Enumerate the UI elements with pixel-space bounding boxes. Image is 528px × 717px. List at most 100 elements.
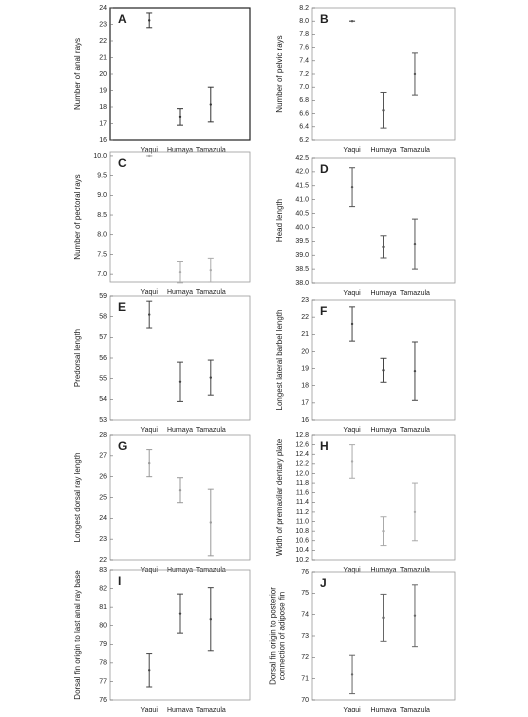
mean-point [413, 369, 417, 373]
y-tick-label: 79 [99, 641, 107, 648]
mean-point [382, 245, 385, 249]
mean-point [382, 616, 385, 620]
y-tick-label: 22 [99, 557, 107, 564]
y-tick-label: 75 [301, 590, 309, 597]
x-tick-label: Humaya [167, 427, 193, 434]
y-tick-label: 10.8 [295, 528, 309, 535]
mean-point [209, 103, 212, 106]
y-tick-label: 8.0 [299, 18, 309, 25]
y-tick-label: 8.2 [299, 5, 309, 12]
y-tick-label: 10.0 [93, 153, 107, 160]
x-tick-label: Tamazula [196, 147, 226, 154]
y-tick-label: 7.5 [97, 251, 107, 258]
y-tick-label: 11.0 [296, 518, 309, 525]
y-tick-label: 12.4 [295, 451, 309, 458]
mean-point [209, 521, 212, 524]
mean-point [413, 510, 417, 514]
mean-point [148, 313, 151, 316]
y-tick-label: 7.0 [299, 84, 309, 91]
mean-point [350, 185, 354, 189]
mean-point [178, 115, 182, 119]
y-tick-label: 74 [301, 612, 309, 619]
mean-point [178, 489, 182, 492]
x-tick-label: Tamazula [196, 427, 226, 434]
y-tick-label: 6.6 [299, 110, 309, 117]
plot-frame [311, 157, 456, 284]
y-tick-label: 55 [99, 376, 107, 383]
mean-point [209, 376, 212, 379]
panel-letter: I [118, 574, 121, 588]
y-axis-label: Dorsal fin origin to last anal ray base [73, 570, 82, 700]
y-tick-label: 12.0 [295, 470, 309, 477]
y-tick-label: 38.0 [295, 280, 309, 287]
y-axis-label: Width of premaxilar dentary plate [275, 438, 284, 556]
y-tick-label: 76 [99, 697, 107, 704]
x-tick-label: Yaqui [141, 707, 159, 712]
mean-point [382, 369, 385, 372]
x-tick-label: Yaqui [141, 147, 159, 154]
y-tick-label: 16 [99, 137, 107, 144]
x-tick-label: Humaya [370, 567, 396, 574]
y-tick-label: 53 [99, 417, 107, 424]
y-axis-label: Head length [275, 199, 284, 242]
y-tick-label: 39.0 [295, 252, 309, 259]
y-tick-label: 16 [301, 417, 309, 424]
y-tick-label: 38.5 [295, 266, 309, 273]
y-axis-label: Predorsal length [73, 329, 82, 387]
y-tick-label: 59 [99, 293, 107, 300]
x-tick-label: Yaqui [141, 427, 159, 434]
plot-frame [311, 434, 456, 561]
plot-frame [311, 299, 456, 421]
y-tick-label: 8.0 [97, 232, 107, 239]
y-tick-label: 18 [99, 104, 107, 111]
y-tick-label: 6.2 [299, 137, 309, 144]
y-tick-label: 7.2 [299, 71, 309, 78]
y-tick-label: 7.4 [299, 58, 309, 65]
y-tick-label: 7.0 [97, 271, 107, 278]
x-tick-label: Yaqui [141, 289, 159, 296]
y-tick-label: 42.0 [295, 169, 309, 176]
y-tick-label: 42.5 [295, 155, 309, 162]
y-tick-label: 6.8 [299, 97, 309, 104]
y-axis-label: Longest dorsal ray length [73, 453, 82, 543]
y-tick-label: 58 [99, 314, 107, 321]
mean-point [209, 618, 212, 621]
y-tick-label: 10.6 [295, 538, 309, 545]
x-tick-label: Tamazula [400, 567, 430, 574]
mean-point [413, 614, 417, 617]
mean-point [178, 380, 182, 383]
y-tick-label: 40.0 [295, 224, 309, 231]
y-tick-label: 25 [99, 494, 107, 501]
y-tick-label: 54 [99, 396, 107, 403]
y-tick-label: 19 [99, 87, 107, 94]
y-tick-label: 39.5 [295, 238, 309, 245]
y-tick-label: 81 [99, 604, 107, 611]
y-tick-label: 19 [301, 365, 309, 372]
x-tick-label: Humaya [370, 290, 396, 297]
y-tick-label: 11.2 [296, 509, 309, 516]
y-tick-label: 80 [99, 623, 107, 630]
mean-point [148, 461, 151, 465]
y-tick-label: 27 [99, 453, 107, 460]
x-tick-label: Yaqui [343, 290, 361, 297]
y-tick-label: 78 [99, 660, 107, 667]
panel-letter: G [118, 439, 127, 453]
y-tick-label: 73 [301, 633, 309, 640]
x-tick-label: Yaqui [343, 427, 361, 434]
y-tick-label: 23 [99, 536, 107, 543]
y-tick-label: 22 [301, 314, 309, 321]
mean-point [382, 109, 385, 112]
x-tick-label: Humaya [370, 147, 396, 154]
y-tick-label: 7.8 [299, 31, 309, 38]
y-tick-label: 28 [99, 432, 107, 439]
panel-letter: D [320, 162, 329, 176]
y-tick-label: 70 [301, 697, 309, 704]
x-tick-label: Tamazula [400, 147, 430, 154]
y-tick-label: 12.2 [295, 461, 309, 468]
mean-point [148, 19, 151, 22]
panel-letter: B [320, 12, 329, 26]
x-tick-label: Yaqui [343, 567, 361, 574]
y-tick-label: 17 [99, 120, 107, 127]
panel-letter: C [118, 156, 127, 170]
y-tick-label: 71 [301, 676, 309, 683]
